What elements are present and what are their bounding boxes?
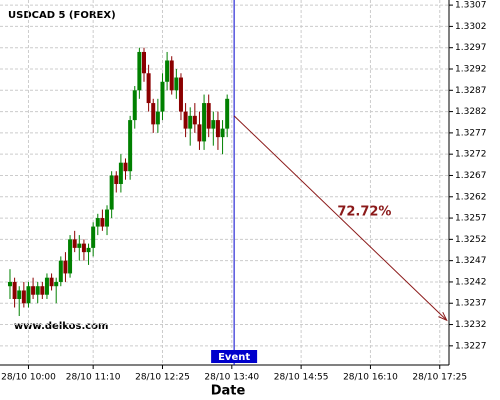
- candle-body: [169, 60, 174, 91]
- candle-body: [31, 286, 36, 295]
- y-tick-label: 1.3267: [455, 171, 487, 181]
- candle-body: [86, 247, 91, 253]
- candle-body: [91, 226, 96, 248]
- candle-body: [7, 281, 12, 287]
- x-tick-label: 28/10 13:40: [204, 373, 259, 383]
- candle-body: [220, 128, 225, 138]
- candle-body: [100, 218, 105, 227]
- y-tick-label: 1.3272: [455, 150, 487, 160]
- forecast-label: 72.72%: [337, 205, 391, 220]
- candle-body: [174, 77, 179, 91]
- candle-body: [63, 260, 68, 274]
- candle-body: [12, 281, 17, 299]
- x-tick-label: 28/10 12:25: [135, 373, 190, 383]
- y-tick-label: 1.3242: [455, 277, 487, 287]
- candle-body: [123, 162, 128, 172]
- forecast-arrow: [233, 115, 448, 321]
- candle-body: [114, 175, 119, 184]
- candle-body: [26, 286, 31, 304]
- candle-body: [202, 103, 207, 142]
- candle-body: [40, 286, 45, 295]
- candle-body: [72, 239, 77, 248]
- arrow-head: [438, 311, 448, 322]
- candle-body: [44, 277, 49, 295]
- candle-body: [215, 120, 220, 138]
- candle-body: [211, 120, 216, 129]
- candle-body: [192, 115, 197, 125]
- x-axis-label: Date: [211, 384, 246, 399]
- y-tick-label: 1.3307: [455, 1, 487, 11]
- y-tick-label: 1.3252: [455, 235, 487, 245]
- candle-body: [146, 73, 151, 104]
- chart-title: USDCAD 5 (FOREX): [8, 10, 116, 21]
- candle-body: [155, 111, 160, 125]
- candle-body: [188, 115, 193, 129]
- x-tick-label: 28/10 11:10: [66, 373, 121, 383]
- candle-body: [17, 290, 22, 299]
- event-box: [211, 350, 258, 363]
- y-tick-label: 1.3237: [455, 299, 487, 309]
- candle-body: [132, 90, 137, 121]
- candle-body: [128, 120, 133, 172]
- candle-body: [21, 290, 26, 304]
- candle-body: [165, 60, 170, 82]
- y-tick-label: 1.3282: [455, 107, 487, 117]
- candle-body: [197, 124, 202, 142]
- x-tick-label: 28/10 14:55: [274, 373, 329, 383]
- y-tick-label: 1.3287: [455, 86, 487, 96]
- watermark: www.delkos.com: [14, 321, 108, 332]
- candle-body: [77, 243, 82, 248]
- y-tick-label: 1.3232: [455, 320, 487, 330]
- candle-body: [68, 239, 73, 274]
- candle-body: [141, 51, 146, 74]
- event-label: Event: [218, 352, 250, 363]
- candle-body: [58, 260, 63, 282]
- candle-body: [81, 243, 86, 253]
- candle-body: [160, 81, 165, 112]
- candle-body: [95, 218, 100, 227]
- candle-body: [137, 51, 142, 91]
- y-tick-label: 1.3277: [455, 128, 487, 138]
- candle-body: [225, 98, 230, 129]
- x-tick-label: 28/10 16:10: [343, 373, 398, 383]
- candle-body: [35, 286, 40, 295]
- candle-body: [118, 162, 123, 184]
- y-tick-label: 1.3247: [455, 256, 487, 266]
- candle-body: [206, 103, 211, 129]
- y-tick-label: 1.3302: [455, 22, 487, 32]
- candle-body: [105, 209, 110, 227]
- candle-body: [151, 103, 156, 125]
- y-tick-label: 1.3257: [455, 214, 487, 224]
- candle-body: [183, 111, 188, 129]
- y-tick-label: 1.3297: [455, 43, 487, 53]
- x-tick-label: 28/10 17:25: [412, 373, 467, 383]
- y-tick-label: 1.3227: [455, 341, 487, 351]
- candle-body: [54, 281, 59, 287]
- candle-body: [109, 175, 114, 210]
- candle-body: [178, 77, 183, 112]
- y-tick-label: 1.3262: [455, 192, 487, 202]
- candle-body: [49, 277, 54, 287]
- x-tick-label: 28/10 10:00: [1, 373, 56, 383]
- y-tick-label: 1.3292: [455, 64, 487, 74]
